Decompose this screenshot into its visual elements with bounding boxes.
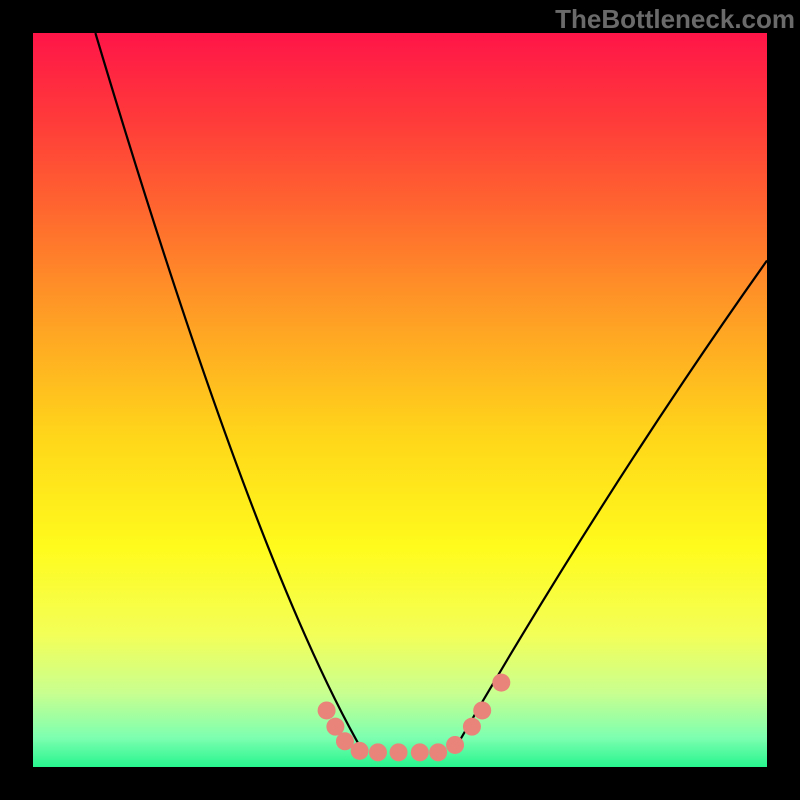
data-point — [429, 743, 447, 761]
data-point — [411, 743, 429, 761]
data-point — [473, 701, 491, 719]
chart-svg — [0, 0, 800, 800]
data-point — [390, 743, 408, 761]
data-point — [446, 736, 464, 754]
curve — [95, 33, 363, 752]
watermark-text: TheBottleneck.com — [555, 4, 795, 35]
data-point — [492, 674, 510, 692]
data-point — [369, 743, 387, 761]
chart-container: TheBottleneck.com — [0, 0, 800, 800]
data-point — [351, 742, 369, 760]
data-point — [463, 718, 481, 736]
data-point — [318, 701, 336, 719]
